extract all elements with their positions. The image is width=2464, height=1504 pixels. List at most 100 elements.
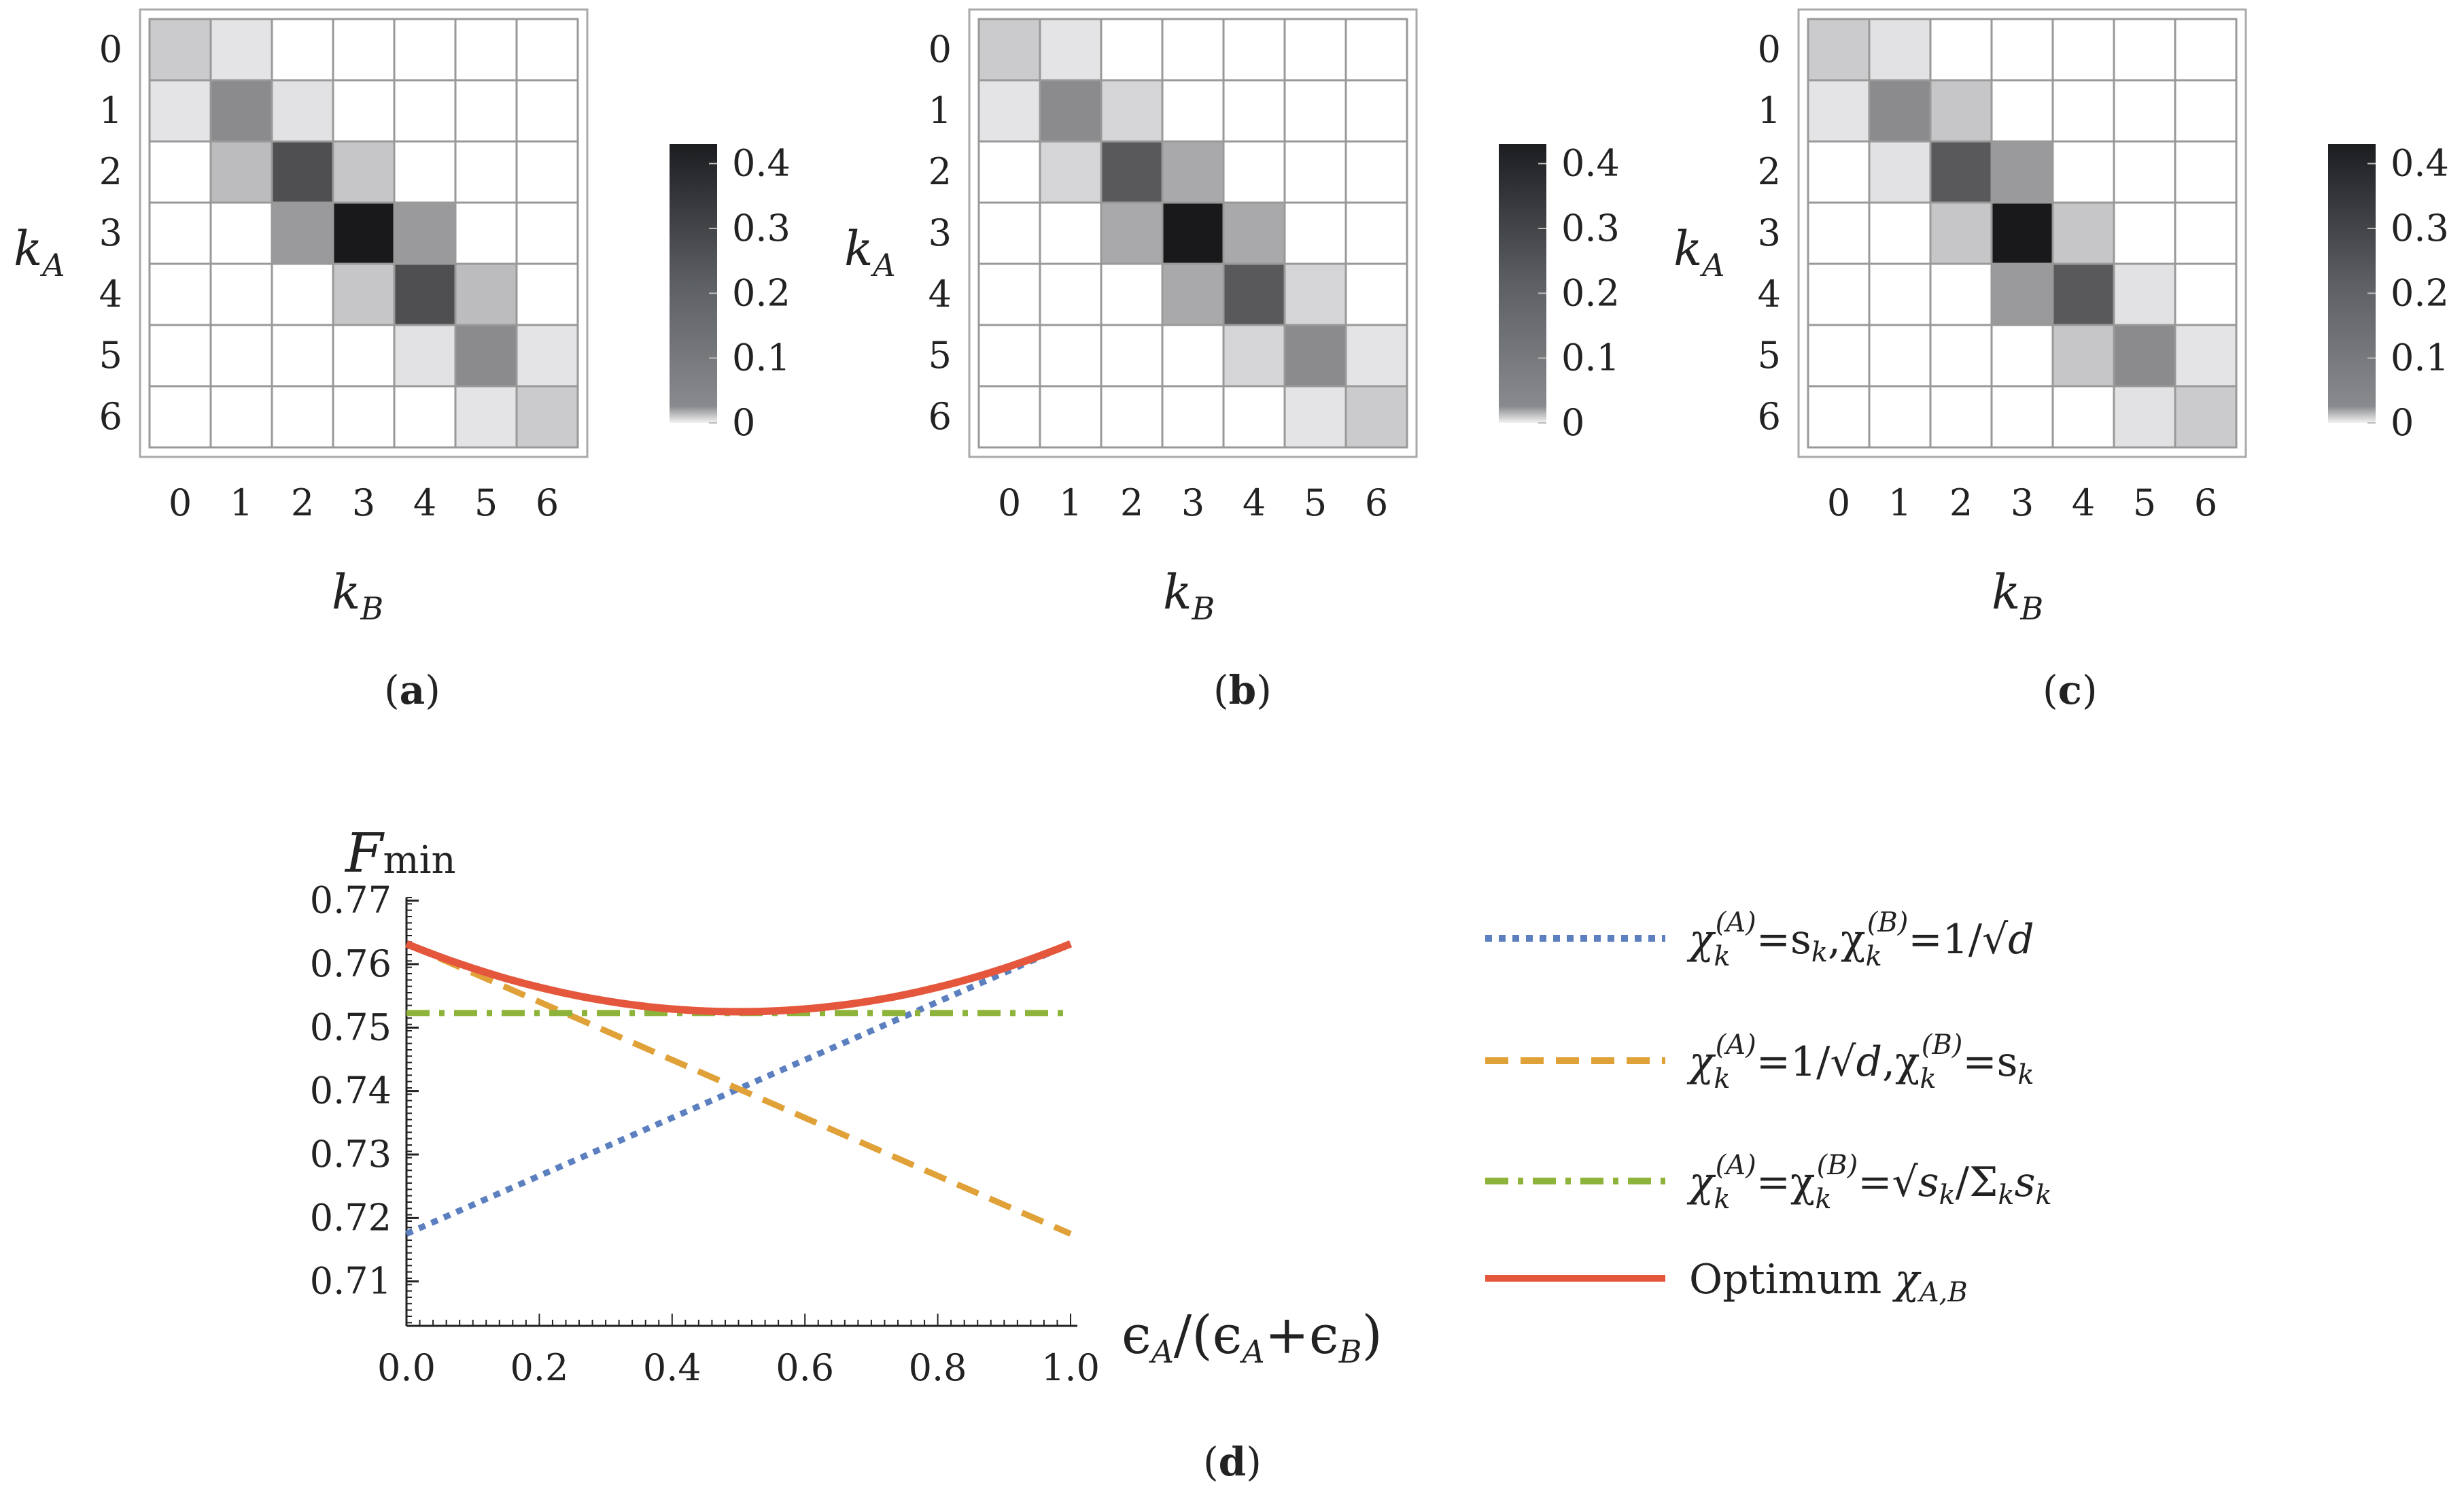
heatmap-col-tick: 0 bbox=[1827, 481, 1850, 524]
heatmap-cell bbox=[515, 324, 579, 388]
heatmap-row-tick: 6 bbox=[99, 395, 122, 438]
colorbar-tick-label: 0.4 bbox=[2391, 142, 2449, 185]
legend-text-1: χk(A)=sk,χk(B)=1/√d bbox=[1686, 907, 2034, 972]
heatmap-cell bbox=[1990, 324, 2054, 388]
heatmap-cell bbox=[1929, 79, 1993, 143]
heatmap-cell bbox=[1929, 324, 1993, 388]
line-chart-d: 0.71 0.72 0.73 0.74 0.75 0.76 0.77 0.0 0.2 0.4 0.6… bbox=[310, 879, 1100, 1389]
heatmap-cell bbox=[977, 79, 1041, 143]
heatmap-cell bbox=[1283, 262, 1347, 326]
heatmap-cell bbox=[2113, 385, 2176, 449]
heatmap-cell bbox=[393, 201, 457, 265]
heatmap-cell bbox=[148, 385, 212, 449]
heatmap-cell bbox=[1100, 201, 1164, 265]
heatmap-cell bbox=[271, 385, 334, 449]
heatmap-cell bbox=[1807, 324, 1871, 388]
colorbar-tick-label: 0 bbox=[2391, 401, 2414, 444]
heatmap-cell bbox=[1283, 79, 1347, 143]
heatmap-col-tick: 5 bbox=[474, 481, 498, 524]
heatmap-cell bbox=[393, 140, 457, 204]
heatmap-row-tick: 5 bbox=[99, 334, 122, 377]
heatmap-cell bbox=[332, 262, 396, 326]
heatmap-cell bbox=[209, 385, 273, 449]
heatmap-cell bbox=[454, 79, 518, 143]
colorbar-tick-label: 0.3 bbox=[2391, 207, 2449, 250]
heatmap-cell bbox=[1039, 18, 1103, 82]
panel-label-c: (c) bbox=[2043, 667, 2098, 713]
heatmap-cell bbox=[1039, 140, 1103, 204]
heatmap-c-xlabel: kB bbox=[1992, 564, 2043, 627]
heatmap-row-tick: 4 bbox=[929, 273, 952, 315]
heatmap-b-xlabel: kB bbox=[1163, 564, 1215, 627]
heatmap-cell bbox=[454, 385, 518, 449]
heatmap-cell bbox=[454, 262, 518, 326]
heatmap-cell bbox=[1929, 140, 1993, 204]
heatmap-cell bbox=[454, 201, 518, 265]
heatmap-cell bbox=[1100, 79, 1164, 143]
heatmap-frame bbox=[139, 8, 589, 458]
heatmap-cell bbox=[2113, 79, 2176, 143]
heatmap-cell bbox=[148, 262, 212, 326]
heatmap-col-tick: 2 bbox=[1120, 481, 1143, 524]
panel-label-a: (a) bbox=[384, 667, 440, 713]
heatmap-cell bbox=[2051, 262, 2115, 326]
heatmap-cell bbox=[2174, 201, 2238, 265]
heatmap-cell bbox=[148, 324, 212, 388]
heatmap-cell bbox=[1222, 262, 1286, 326]
legend-text-3: χk(A)=χk(B)=√sk/Σksk bbox=[1686, 1150, 2052, 1215]
heatmap-cell bbox=[1990, 18, 2054, 82]
heatmap-cell bbox=[2174, 18, 2238, 82]
heatmap-cell bbox=[1100, 140, 1164, 204]
heatmap-row-tick: 1 bbox=[1758, 89, 1781, 132]
heatmap-col-tick: 4 bbox=[2072, 481, 2095, 524]
heatmap-row-tick: 3 bbox=[929, 211, 952, 254]
colorbar bbox=[2328, 144, 2376, 423]
heatmap-row-tick: 2 bbox=[1758, 150, 1781, 193]
heatmap-cell bbox=[2051, 79, 2115, 143]
heatmap-row-tick: 1 bbox=[929, 89, 952, 132]
heatmap-cell bbox=[2113, 262, 2176, 326]
heatmap-row-tick: 6 bbox=[1758, 395, 1781, 438]
heatmap-cell bbox=[2051, 385, 2115, 449]
heatmap-cell bbox=[515, 385, 579, 449]
colorbar-tick-label: 0.3 bbox=[732, 207, 791, 250]
heatmap-cell bbox=[2051, 324, 2115, 388]
y-tick-label: 0.77 bbox=[310, 879, 392, 922]
heatmap-cell bbox=[454, 324, 518, 388]
heatmap-cell bbox=[393, 324, 457, 388]
heatmap-cell bbox=[2051, 18, 2115, 82]
heatmap-cell bbox=[1929, 385, 1993, 449]
heatmap-cell bbox=[977, 385, 1041, 449]
heatmap-frame bbox=[968, 8, 1418, 458]
heatmap-cell bbox=[454, 140, 518, 204]
heatmap-row-tick: 2 bbox=[929, 150, 952, 193]
heatmap-col-tick: 1 bbox=[230, 481, 253, 524]
heatmap-cell bbox=[332, 18, 396, 82]
x-tick-label: 0.8 bbox=[909, 1346, 967, 1389]
heatmap-col-tick: 6 bbox=[2194, 481, 2217, 524]
heatmap-cell bbox=[148, 201, 212, 265]
y-tick-label: 0.72 bbox=[310, 1196, 392, 1239]
y-tick-label: 0.75 bbox=[310, 1006, 392, 1048]
heatmap-cell bbox=[2174, 385, 2238, 449]
heatmap-cell bbox=[515, 79, 579, 143]
heatmap-cell bbox=[1161, 262, 1225, 326]
heatmap-cell bbox=[271, 324, 334, 388]
x-tick-label: 0.0 bbox=[377, 1346, 436, 1389]
heatmap-cell bbox=[1283, 324, 1347, 388]
heatmap-col-tick: 4 bbox=[413, 481, 436, 524]
heatmap-cell bbox=[1929, 18, 1993, 82]
heatmap-cell bbox=[1807, 140, 1871, 204]
heatmap-cell bbox=[1868, 79, 1932, 143]
colorbar-tick-label: 0.1 bbox=[1561, 337, 1620, 379]
heatmap-cell bbox=[1039, 385, 1103, 449]
heatmap-cell bbox=[1807, 18, 1871, 82]
heatmap-cell bbox=[1039, 79, 1103, 143]
heatmap-cell bbox=[393, 18, 457, 82]
series-line-2 bbox=[405, 941, 1072, 1237]
heatmap-col-tick: 1 bbox=[1888, 481, 1911, 524]
heatmap-cell bbox=[1807, 201, 1871, 265]
heatmap-cell bbox=[515, 262, 579, 326]
